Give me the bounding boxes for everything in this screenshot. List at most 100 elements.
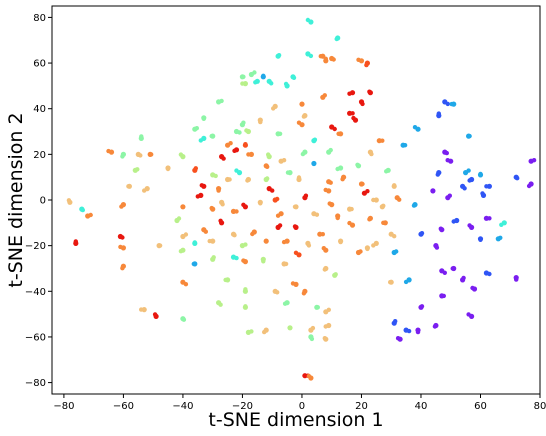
scatter-point xyxy=(321,246,326,251)
scatter-point xyxy=(138,153,143,158)
scatter-point xyxy=(467,223,472,228)
scatter-point xyxy=(445,101,450,107)
scatter-point xyxy=(252,70,257,75)
scatter-point xyxy=(351,115,356,121)
scatter-point xyxy=(258,201,263,206)
scatter-point xyxy=(349,206,354,212)
scatter-point xyxy=(323,56,328,61)
scatter-point xyxy=(232,233,237,238)
scatter-point xyxy=(183,282,189,287)
scatter-point xyxy=(451,219,456,224)
scatter-point xyxy=(270,188,275,193)
scatter-point xyxy=(371,243,376,248)
scatter-point xyxy=(183,232,189,237)
scatter-point xyxy=(80,207,86,213)
scatter-point xyxy=(296,120,302,125)
scatter-point xyxy=(88,212,93,218)
scatter-point xyxy=(323,324,328,329)
scatter-point xyxy=(262,329,267,335)
scatter-point xyxy=(300,151,306,157)
scatter-point xyxy=(356,57,361,62)
scatter-point xyxy=(347,91,352,96)
scatter-point xyxy=(380,138,385,143)
x-tick-label: 60 xyxy=(474,401,487,412)
scatter-point xyxy=(281,239,287,245)
scatter-point xyxy=(467,178,472,183)
scatter-point xyxy=(299,101,305,107)
scatter-point xyxy=(241,74,246,80)
scatter-point xyxy=(305,17,311,23)
scatter-point xyxy=(415,329,421,335)
scatter-point xyxy=(218,302,223,307)
scatter-point xyxy=(487,216,492,221)
scatter-point xyxy=(249,329,254,334)
scatter-point xyxy=(470,285,475,291)
scatter-point xyxy=(243,304,248,309)
scatter-point xyxy=(381,220,386,225)
scatter-point xyxy=(232,148,237,153)
scatter-point xyxy=(487,271,492,277)
scatter-point xyxy=(275,196,280,202)
scatter-point xyxy=(149,152,154,157)
scatter-point xyxy=(364,62,369,68)
scatter-point xyxy=(243,142,248,147)
scatter-point xyxy=(478,171,483,177)
y-tick-label: 60 xyxy=(33,59,46,70)
scatter-point xyxy=(203,229,208,234)
scatter-point xyxy=(292,204,298,209)
scatter-point xyxy=(283,261,289,267)
scatter-point xyxy=(73,239,79,244)
scatter-point xyxy=(430,188,436,194)
scatter-point xyxy=(277,223,283,228)
scatter-point xyxy=(322,93,327,98)
scatter-point xyxy=(326,307,331,312)
scatter-point xyxy=(218,218,223,223)
scatter-point xyxy=(306,243,312,248)
scatter-point xyxy=(287,325,293,330)
scatter-point xyxy=(328,147,333,153)
scatter-point xyxy=(241,202,246,207)
scatter-point xyxy=(449,101,454,107)
y-tick-label: −40 xyxy=(25,287,46,298)
scatter-point xyxy=(394,249,399,254)
scatter-point xyxy=(333,272,338,277)
scatter-point xyxy=(281,158,287,163)
y-tick-label: −20 xyxy=(25,241,46,252)
scatter-point xyxy=(315,305,320,310)
scatter-point xyxy=(499,222,504,227)
scatter-point xyxy=(411,203,417,208)
plot-frame xyxy=(51,5,541,395)
scatter-point xyxy=(265,164,270,169)
scatter-point xyxy=(526,183,532,189)
scatter-point xyxy=(312,137,318,142)
scatter-point xyxy=(165,166,171,172)
x-tick-label: 0 xyxy=(299,401,305,412)
scatter-point xyxy=(435,172,440,177)
scatter-point xyxy=(328,180,333,185)
scatter-point xyxy=(514,277,519,282)
y-tick-label: 80 xyxy=(33,13,46,24)
scatter-point xyxy=(444,150,449,156)
y-tick-label: 40 xyxy=(33,104,46,115)
scatter-point xyxy=(462,186,467,191)
scatter-point xyxy=(338,239,343,245)
scatter-point xyxy=(198,138,203,143)
scatter-point xyxy=(308,53,314,59)
scatter-point xyxy=(246,152,251,157)
scatter-point xyxy=(234,209,239,214)
y-axis-ticks: −80 −60 −40 −20 0 20 40 60 80 xyxy=(25,13,52,389)
scatter-point xyxy=(243,287,248,292)
y-tick-label: −80 xyxy=(25,378,46,389)
scatter-point xyxy=(441,293,446,299)
scatter-point xyxy=(220,202,225,207)
scatter-point xyxy=(234,255,239,261)
scatter-point xyxy=(310,325,316,331)
scatter-point xyxy=(320,232,325,237)
scatter-point xyxy=(271,106,276,111)
scatter-point xyxy=(240,81,245,86)
scatter-point xyxy=(201,116,206,122)
scatter-point xyxy=(66,198,72,203)
scatter-point xyxy=(335,166,340,172)
scatter-point xyxy=(142,188,147,193)
